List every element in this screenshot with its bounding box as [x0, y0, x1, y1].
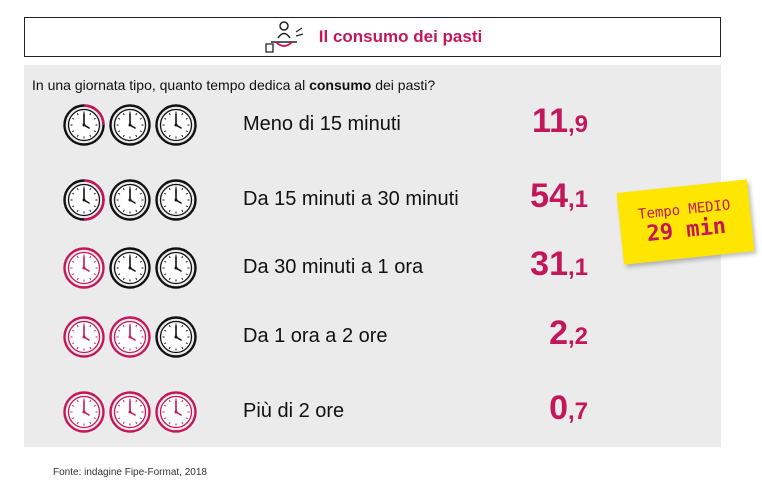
value-integer: 2	[549, 314, 568, 352]
value-decimal: ,1	[567, 186, 588, 213]
answer-value: 0,7	[549, 389, 588, 428]
survey-question: In una giornata tipo, quanto tempo dedic…	[32, 77, 435, 93]
clock-icon	[155, 104, 197, 146]
clock-icon	[155, 316, 197, 358]
clock-icon	[109, 179, 151, 221]
clock-icon	[155, 179, 197, 221]
clock-icon	[109, 316, 151, 358]
clock-icon	[109, 247, 151, 289]
value-integer: 11	[532, 102, 568, 140]
value-decimal: ,1	[567, 254, 588, 281]
clock-icon	[155, 391, 197, 433]
answer-row: Da 15 minuti a 30 minuti 54,1	[0, 175, 762, 225]
answer-label: Da 30 minuti a 1 ora	[243, 256, 424, 278]
answer-row: Più di 2 ore 0,7	[0, 387, 762, 437]
value-decimal: ,7	[567, 398, 588, 425]
source-note: Fonte: indagine Fipe-Format, 2018	[53, 467, 207, 478]
clock-icon	[63, 179, 105, 221]
clock-icon	[63, 247, 105, 289]
value-integer: 0	[549, 389, 568, 427]
clock-icon	[109, 104, 151, 146]
diner-eating-icon	[265, 21, 303, 53]
clock-icon	[63, 391, 105, 433]
question-prefix: In una giornata tipo, quanto tempo dedic…	[32, 77, 310, 93]
clock-icon	[155, 247, 197, 289]
page-title: Il consumo dei pasti	[318, 27, 483, 46]
value-decimal: ,9	[567, 111, 588, 138]
answer-row: Da 1 ora a 2 ore 2,2	[0, 312, 762, 362]
clock-group	[62, 243, 212, 293]
title-box: Il consumo dei pasti	[24, 17, 721, 57]
answer-label: Da 1 ora a 2 ore	[243, 325, 388, 347]
clock-icon	[109, 391, 151, 433]
answer-value: 2,2	[549, 314, 588, 353]
clock-icon	[63, 104, 105, 146]
question-emphasis: consumo	[309, 77, 372, 93]
answer-label: Più di 2 ore	[243, 400, 345, 422]
average-time-note: Tempo MEDIO 29 min	[616, 179, 755, 265]
clock-group	[62, 175, 212, 225]
value-integer: 31	[530, 245, 568, 283]
clock-icon	[63, 316, 105, 358]
answer-label: Da 15 minuti a 30 minuti	[243, 188, 459, 210]
value-decimal: ,2	[567, 323, 588, 350]
question-suffix: dei pasti?	[371, 77, 436, 93]
answer-row: Meno di 15 minuti 11,9	[0, 100, 762, 150]
clock-group	[62, 312, 212, 362]
clock-group	[62, 387, 212, 437]
answer-value: 31,1	[530, 245, 588, 284]
answer-value: 11,9	[532, 102, 588, 141]
value-integer: 54	[530, 177, 568, 215]
answer-value: 54,1	[530, 177, 588, 216]
answer-label: Meno di 15 minuti	[243, 113, 401, 135]
answer-row: Da 30 minuti a 1 ora 31,1	[0, 243, 762, 293]
clock-group	[62, 100, 212, 150]
